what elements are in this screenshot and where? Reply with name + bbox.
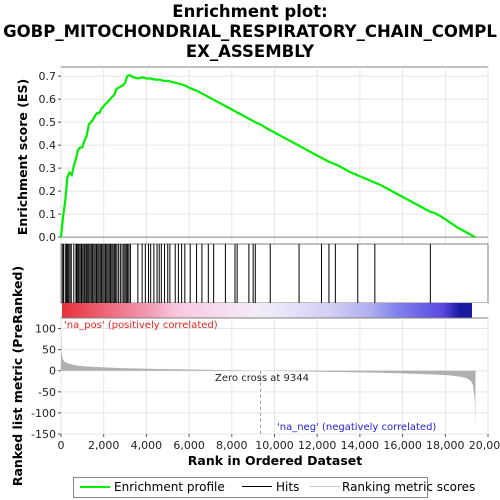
es-y-tick-label: 0.3 — [39, 162, 57, 175]
es-y-tick-label: 0.7 — [39, 70, 57, 83]
legend: Enrichment profile Hits Ranking metric s… — [73, 477, 428, 498]
x-tick-label: 8,000 — [216, 439, 248, 452]
x-tick-label: 16,000 — [383, 439, 422, 452]
es-y-tick-label: 0.5 — [39, 116, 57, 129]
metric-y-axis-label: Ranked list metric (PreRanked) — [10, 266, 25, 486]
color-bar-gradient — [62, 303, 472, 318]
x-tick-label: 18,000 — [426, 439, 465, 452]
x-tick-label: 0 — [58, 439, 65, 452]
es-y-tick-label: 0.2 — [39, 185, 57, 198]
x-axis-ticks: 0 2,000 4,000 6,000 8,000 10,000 12,000 14,000 1… — [58, 434, 500, 452]
x-tick-label: 4,000 — [131, 439, 163, 452]
metric-y-tick-label: -100 — [31, 407, 56, 420]
metric-y-tick-label: 0 — [49, 365, 56, 378]
metric-y-tick-label: 50 — [42, 344, 56, 357]
negative-correlation-label: 'na_neg' (negatively correlated) — [277, 422, 436, 433]
es-panel: 0.0 0.1 0.2 0.3 0.4 0.5 0.6 0.7 Enrichment scor… — [15, 67, 488, 244]
legend-enrichment-swatch — [80, 486, 110, 488]
legend-metric-swatch — [310, 486, 340, 487]
hits-panel — [61, 244, 488, 303]
x-tick-label: 2,000 — [88, 439, 120, 452]
zero-cross-label: Zero cross at 9344 — [215, 373, 309, 384]
es-y-tick-label: 0.1 — [39, 208, 57, 221]
color-bar-tail — [472, 303, 488, 318]
x-tick-label: 20,000 — [469, 439, 500, 452]
metric-y-tick-label: -150 — [31, 428, 56, 441]
es-y-axis-label: Enrichment score (ES) — [15, 79, 30, 235]
es-y-tick-label: 0.0 — [39, 231, 57, 244]
legend-hits-swatch — [242, 486, 272, 487]
x-tick-label: 14,000 — [341, 439, 380, 452]
legend-hits: Hits — [276, 480, 299, 494]
legend-enrichment-profile: Enrichment profile — [114, 480, 225, 494]
legend-ranking-metric-scores: Ranking metric scores — [342, 480, 475, 494]
es-y-ticks: 0.0 0.1 0.2 0.3 0.4 0.5 0.6 0.7 — [39, 70, 62, 244]
metric-y-ticks: 100 50 0 -50 -100 -150 — [31, 323, 61, 441]
x-tick-label: 12,000 — [298, 439, 337, 452]
es-y-tick-label: 0.6 — [39, 93, 57, 106]
x-tick-label: 6,000 — [173, 439, 205, 452]
es-y-tick-label: 0.4 — [39, 139, 57, 152]
ranking-color-bar — [62, 303, 488, 318]
metric-y-tick-label: -50 — [38, 386, 56, 399]
metric-y-tick-label: 100 — [35, 323, 56, 336]
x-axis-label: Rank in Ordered Dataset — [188, 453, 362, 468]
positive-correlation-label: 'na_pos' (positively correlated) — [64, 320, 218, 331]
x-tick-label: 10,000 — [255, 439, 294, 452]
